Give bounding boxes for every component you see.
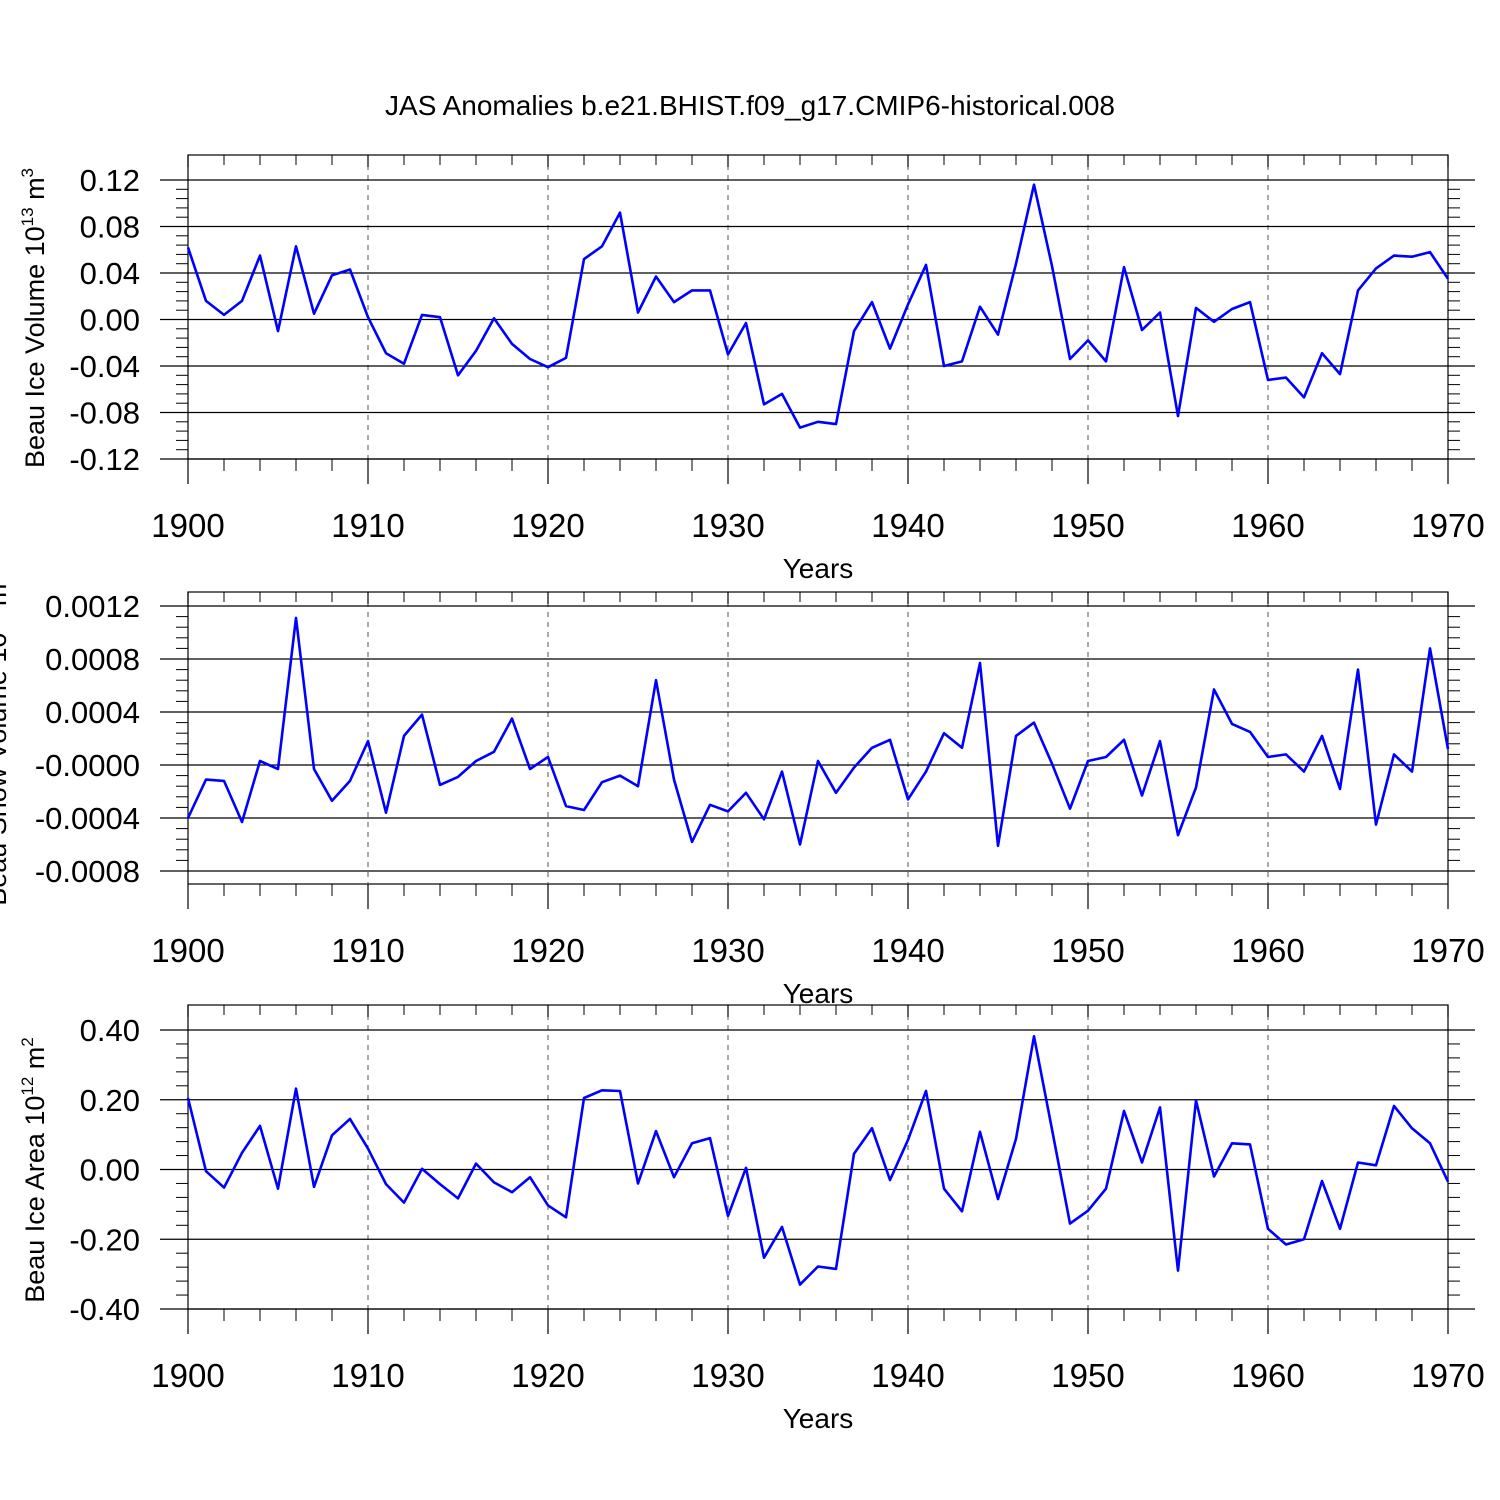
y-axis-label-text: Beau Snow Volume 10 (0, 633, 12, 906)
x-tick-label: 1960 (1231, 1357, 1304, 1394)
plot-frame (187, 591, 1449, 885)
y-tick-label: -0.0004 (35, 801, 140, 836)
x-tick-label: 1970 (1411, 932, 1484, 969)
y-axis-label: Beau Ice Volume 1013 m3 (18, 168, 50, 468)
x-tick-label: 1940 (871, 507, 944, 544)
y-axis-label: Beau Ice Area 1012 m2 (18, 1037, 50, 1303)
y-axis-label-text: Beau Ice Area 10 (20, 1096, 50, 1303)
y-tick-label: -0.12 (69, 442, 140, 477)
x-tick-label: 1920 (511, 932, 584, 969)
y-tick-label: -0.0008 (35, 854, 140, 889)
y-axis-label-unit: m (0, 584, 12, 614)
y-axis-label-text: Beau Ice Volume 10 (20, 226, 50, 468)
y-tick-label: 0.04 (80, 256, 140, 291)
x-tick-label: 1940 (871, 932, 944, 969)
y-tick-label: -0.08 (69, 396, 140, 431)
x-tick-label: 1930 (691, 507, 764, 544)
x-axis-label: Years (783, 978, 854, 1009)
chart-panel-1: -0.12 -0.08 -0.04 0.00 0.04 0.08 0.12 1900 1910 1… (18, 154, 1485, 584)
y-axis-label-unit-exponent: 3 (18, 168, 37, 177)
y-tick-label: 0.00 (80, 303, 140, 338)
series-line (186, 616, 1450, 848)
x-tick-label: 1910 (331, 1357, 404, 1394)
y-tick-label: 0.0008 (45, 642, 140, 677)
y-tick-label: 0.40 (80, 1013, 140, 1048)
x-tick-label: 1910 (331, 507, 404, 544)
x-tick-label: 1950 (1051, 1357, 1124, 1394)
y-axis-label-exponent: 12 (18, 1077, 37, 1096)
y-tick-label: -0.04 (69, 349, 140, 384)
x-tick-label: 1940 (871, 1357, 944, 1394)
y-axis-label-unit-exponent: 2 (18, 1037, 37, 1046)
y-tick-label: 0.20 (80, 1083, 140, 1118)
chart-panel-2: -0.0008 -0.0004 -0.0000 0.0004 0.0008 0.0012 1… (0, 574, 1485, 1009)
x-tick-label: 1900 (151, 932, 224, 969)
x-tick-label: 1900 (151, 507, 224, 544)
y-tick-label: -0.40 (69, 1292, 140, 1327)
x-tick-label: 1910 (331, 932, 404, 969)
x-tick-label: 1960 (1231, 932, 1304, 969)
y-tick-label: 0.0004 (45, 695, 140, 730)
y-tick-label: -0.0000 (35, 748, 140, 783)
x-tick-label: 1900 (151, 1357, 224, 1394)
series-line (186, 183, 1450, 429)
x-axis-label: Years (783, 1403, 854, 1434)
plot-frame (187, 1004, 1449, 1310)
y-tick-label: -0.20 (69, 1222, 140, 1257)
x-tick-label: 1930 (691, 1357, 764, 1394)
x-tick-label: 1950 (1051, 932, 1124, 969)
x-tick-label: 1920 (511, 507, 584, 544)
plot-frame (187, 154, 1449, 460)
y-axis-label-unit: m (20, 1047, 50, 1077)
x-tick-label: 1930 (691, 932, 764, 969)
x-axis-label: Years (783, 553, 854, 584)
y-axis-label: Beau Snow Volume 1013 m3 (0, 574, 12, 906)
y-tick-label: 0.08 (80, 210, 140, 245)
chart-panels: -0.12 -0.08 -0.04 0.00 0.04 0.08 0.12 1900 1910 1… (0, 154, 1485, 1434)
series-line (186, 1035, 1450, 1286)
chart-panel-3: -0.40 -0.20 0.00 0.20 0.40 1900 1910 1920 1930 19… (18, 1004, 1485, 1434)
y-tick-label: 0.00 (80, 1153, 140, 1188)
y-axis-label-unit: m (20, 177, 50, 207)
y-tick-label: 0.0012 (45, 589, 140, 624)
y-axis-label-exponent: 13 (18, 207, 37, 226)
figure-title: JAS Anomalies b.e21.BHIST.f09_g17.CMIP6-… (385, 90, 1115, 121)
x-tick-label: 1970 (1411, 507, 1484, 544)
x-tick-label: 1950 (1051, 507, 1124, 544)
x-tick-label: 1970 (1411, 1357, 1484, 1394)
x-tick-label: 1920 (511, 1357, 584, 1394)
y-tick-label: 0.12 (80, 163, 140, 198)
x-tick-label: 1960 (1231, 507, 1304, 544)
